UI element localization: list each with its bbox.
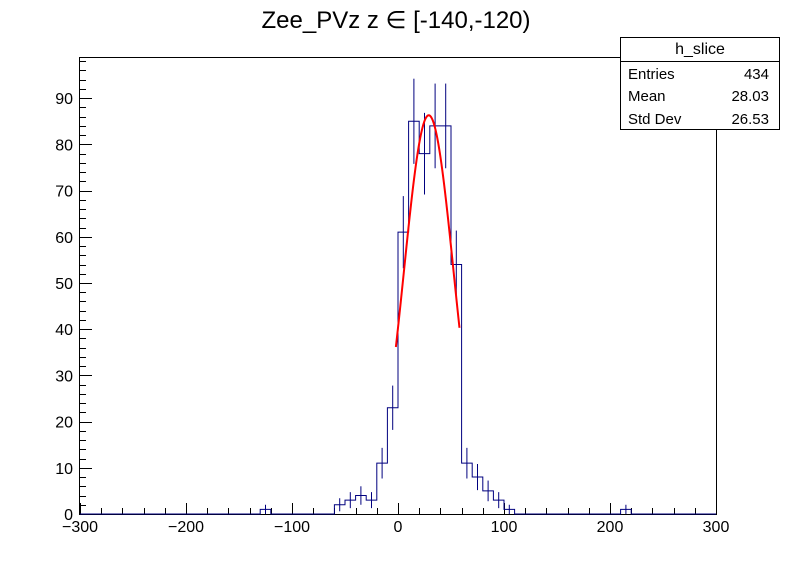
- stats-label-entries: Entries: [628, 66, 675, 83]
- plot-frame: [79, 57, 717, 515]
- x-tick-label: 200: [597, 519, 624, 536]
- y-tick-label: 20: [55, 415, 73, 432]
- y-tick-label: 60: [55, 230, 73, 247]
- stats-box: h_slice Entries 434 Mean 28.03 Std Dev 2…: [620, 37, 780, 130]
- stats-value-std-dev: 26.53: [731, 111, 769, 128]
- gaussian-fit: [394, 114, 461, 348]
- y-tick-label: 40: [55, 322, 73, 339]
- x-tick-label: −200: [168, 519, 204, 536]
- histogram-series: [80, 78, 716, 515]
- x-tick-label: −100: [274, 519, 310, 536]
- stats-box-title: h_slice: [675, 41, 725, 58]
- histogram-outline: [80, 120, 716, 515]
- chart-title: Zee_PVz z ∈ [-140,-120): [261, 7, 530, 34]
- x-tick-label: 300: [703, 519, 730, 536]
- axes: −300 −200 −100 0 100 200 300 0 10 20 30 40 50 60 70 80 9…: [55, 61, 730, 536]
- y-tick-label: 30: [55, 368, 73, 385]
- stats-value-entries: 434: [744, 66, 769, 83]
- x-tick-label: −300: [62, 519, 98, 536]
- stats-label-std-dev: Std Dev: [628, 111, 682, 128]
- stats-label-mean: Mean: [628, 88, 666, 105]
- y-tick-label: 0: [64, 507, 73, 524]
- x-tick-label: 100: [491, 519, 518, 536]
- y-tick-label: 70: [55, 184, 73, 201]
- x-tick-label: 0: [394, 519, 403, 536]
- y-tick-label: 80: [55, 137, 73, 154]
- stats-box-frame: [620, 37, 780, 130]
- y-tick-label: 50: [55, 276, 73, 293]
- y-tick-label: 10: [55, 461, 73, 478]
- stats-value-mean: 28.03: [731, 88, 769, 105]
- fit-curve: [394, 114, 461, 348]
- y-tick-label: 90: [55, 91, 73, 108]
